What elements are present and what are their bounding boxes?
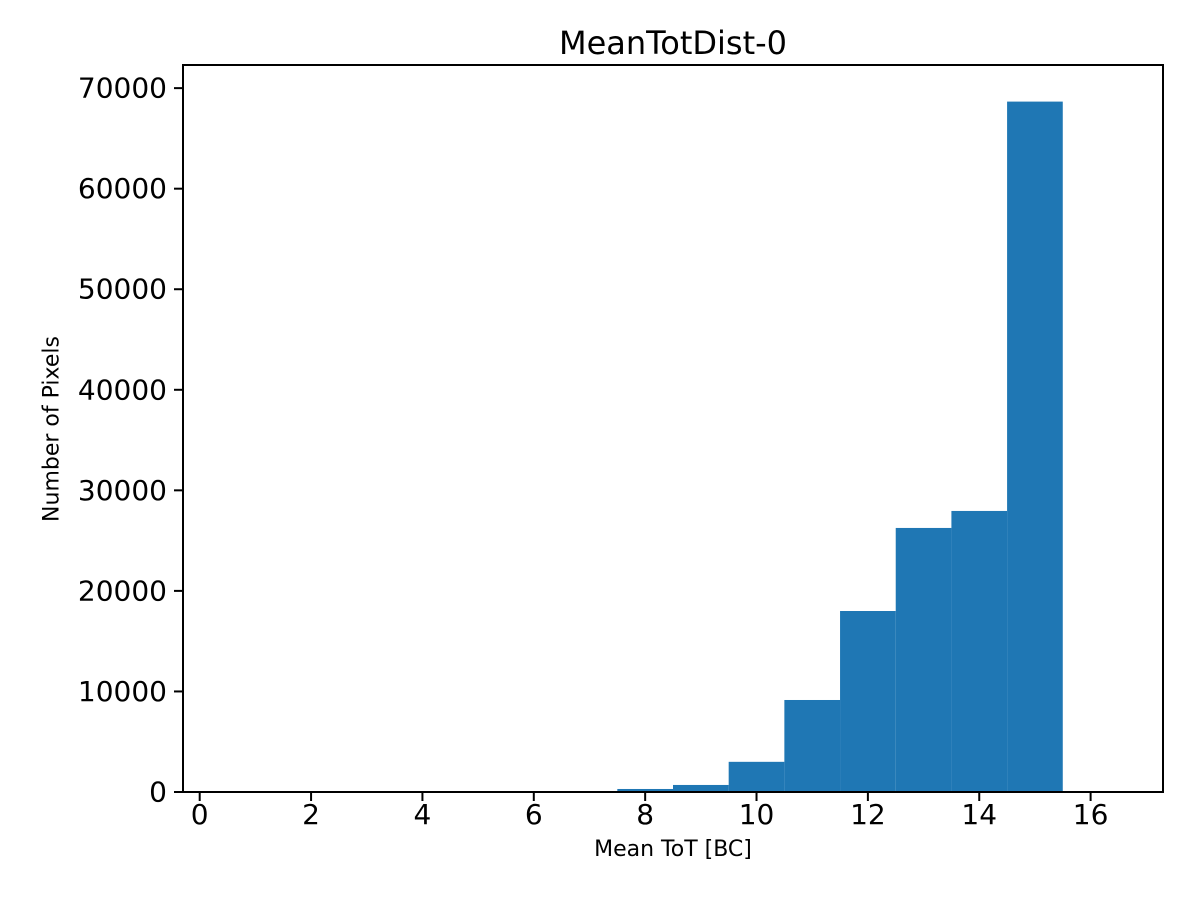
chart-title: MeanTotDist-0 <box>558 24 788 62</box>
y-tick-label: 20000 <box>78 574 167 607</box>
x-axis-label: Mean ToT [BC] <box>594 837 752 862</box>
histogram-bar <box>951 510 1008 792</box>
histogram-bar <box>728 761 785 792</box>
histogram-bar <box>895 527 952 792</box>
plot-spines <box>182 64 1164 793</box>
y-tick-label: 30000 <box>78 474 167 507</box>
x-tick-label: 6 <box>525 798 543 831</box>
y-tick-label: 40000 <box>78 373 167 406</box>
histogram-bar <box>673 784 729 792</box>
x-tick-label: 4 <box>414 798 432 831</box>
x-tick-label: 10 <box>739 798 775 831</box>
x-tick-label: 0 <box>191 798 209 831</box>
y-axis-label: Number of Pixels <box>39 336 65 522</box>
x-tick-label: 8 <box>636 798 654 831</box>
x-tick-label: 16 <box>1073 798 1109 831</box>
histogram-bar <box>784 699 841 792</box>
x-tick-label: 14 <box>961 798 997 831</box>
y-tick-label: 50000 <box>78 273 167 306</box>
x-tick-label: 2 <box>302 798 320 831</box>
histogram-bar <box>1007 101 1063 793</box>
histogram-bar <box>617 788 673 792</box>
histogram-bar <box>840 611 896 792</box>
y-tick-label: 10000 <box>78 675 167 708</box>
x-tick-label: 12 <box>850 798 886 831</box>
y-tick-label: 60000 <box>78 172 167 205</box>
y-tick-label: 70000 <box>78 72 167 105</box>
y-tick-label: 0 <box>149 776 167 809</box>
